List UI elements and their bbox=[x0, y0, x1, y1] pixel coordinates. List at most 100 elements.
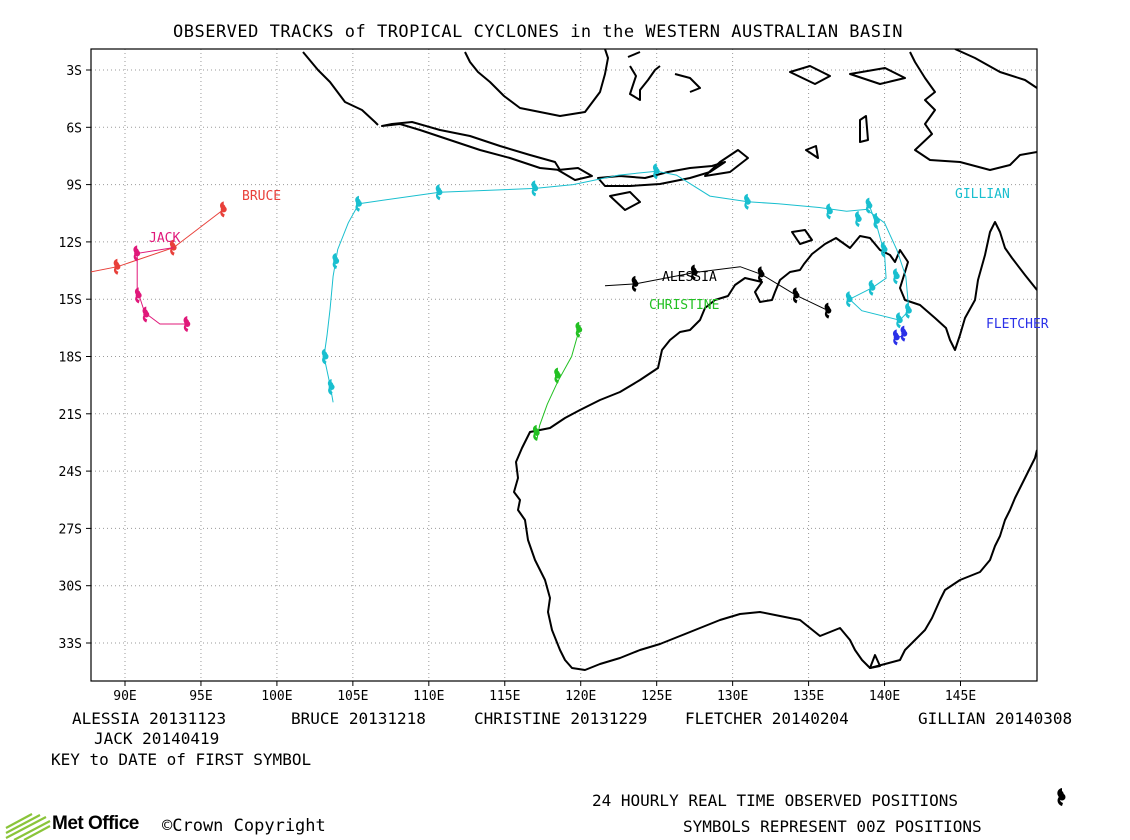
cyclone-symbol-icon bbox=[332, 253, 340, 269]
coastlines bbox=[302, 49, 1037, 671]
coast-sulawesi bbox=[627, 51, 701, 101]
cyclone-symbol-icon bbox=[868, 279, 876, 296]
lat-tick-label: 33S bbox=[59, 637, 82, 652]
cyclone-symbol-icon bbox=[826, 203, 833, 220]
cyclone-symbol-icon bbox=[792, 287, 800, 304]
lon-tick-label: 120E bbox=[565, 689, 596, 704]
track-line bbox=[136, 247, 188, 325]
cyclone-symbol-icon bbox=[327, 379, 335, 396]
coast-newguinea bbox=[909, 51, 1037, 171]
cyclone-symbol-icon bbox=[854, 210, 862, 227]
coast-aru bbox=[791, 229, 813, 245]
cyclone-symbol-icon bbox=[880, 241, 888, 258]
legend-line-2: SYMBOLS REPRESENT 00Z POSITIONS bbox=[683, 817, 982, 836]
axis-ticks: 3S 6S 9S 12S 15S 18S 21S 24S 27S 30S 33S 90E 95E 100E… bbox=[59, 64, 977, 704]
lon-tick-label: 110E bbox=[413, 689, 444, 704]
lat-tick-label: 24S bbox=[59, 465, 82, 480]
legend-symbol-icon bbox=[1057, 788, 1066, 806]
cyclone-symbol-icon bbox=[631, 275, 639, 292]
plot-area bbox=[91, 49, 1037, 681]
cyclone-symbol-icon bbox=[690, 264, 698, 281]
coast-newguinea-n bbox=[954, 49, 1037, 89]
lon-tick-label: 135E bbox=[793, 689, 824, 704]
lon-tick-label: 105E bbox=[337, 689, 368, 704]
cyclone-symbol-icon bbox=[824, 302, 832, 319]
track-christine bbox=[532, 321, 583, 441]
grid-lines bbox=[91, 49, 1037, 681]
storm-label-gillian: GILLIAN bbox=[955, 187, 1010, 202]
coast-seram bbox=[789, 65, 906, 85]
legend-line-1: 24 HOURLY REAL TIME OBSERVED POSITIONS bbox=[592, 791, 959, 810]
cyclone-symbol-icon bbox=[435, 184, 443, 201]
cyclone-tracks bbox=[91, 163, 912, 441]
cyclone-symbol-icon bbox=[355, 195, 362, 212]
cyclone-symbol-icon bbox=[892, 268, 900, 285]
cyclone-symbol-icon bbox=[865, 197, 873, 214]
cyclone-symbol-icon bbox=[873, 212, 880, 229]
lon-tick-label: 125E bbox=[641, 689, 672, 704]
storm-label-alessia: ALESSIA bbox=[662, 270, 717, 285]
key-alessia: ALESSIA 20131123 bbox=[72, 709, 227, 728]
coast-gulf-islands bbox=[869, 654, 881, 669]
coast-australia bbox=[513, 221, 1037, 671]
key-christine: CHRISTINE 20131229 bbox=[474, 709, 648, 728]
lon-tick-label: 100E bbox=[261, 689, 292, 704]
key-note: KEY to DATE of FIRST SYMBOL bbox=[51, 750, 312, 769]
cyclone-symbol-icon bbox=[845, 291, 853, 308]
track-alessia bbox=[604, 264, 832, 319]
lon-tick-label: 90E bbox=[113, 689, 136, 704]
track-bruce bbox=[91, 201, 227, 275]
plot-frame bbox=[90, 48, 1038, 682]
storm-label-jack: JACK bbox=[149, 231, 180, 246]
lat-tick-label: 6S bbox=[66, 121, 82, 136]
lat-tick-label: 27S bbox=[59, 522, 82, 537]
lon-tick-label: 95E bbox=[189, 689, 212, 704]
cyclone-symbol-icon bbox=[219, 201, 227, 218]
cyclone-symbol-icon bbox=[134, 287, 142, 304]
copyright: ©Crown Copyright bbox=[162, 816, 326, 836]
cyclone-symbol-icon bbox=[892, 329, 900, 346]
cyclone-symbol-icon bbox=[531, 180, 539, 197]
lat-tick-label: 21S bbox=[59, 408, 82, 423]
cyclone-symbol-icon bbox=[113, 258, 121, 275]
coast-sumatra bbox=[302, 51, 379, 126]
key-jack: JACK 20140419 bbox=[94, 729, 220, 748]
coast-java bbox=[381, 121, 561, 171]
cyclone-symbol-icon bbox=[895, 312, 903, 329]
lat-tick-label: 9S bbox=[66, 179, 82, 194]
lat-tick-label: 18S bbox=[59, 351, 82, 366]
lon-tick-label: 140E bbox=[869, 689, 900, 704]
lat-tick-label: 30S bbox=[59, 580, 82, 595]
lat-tick-label: 12S bbox=[59, 236, 82, 251]
coast-sunda bbox=[597, 161, 726, 187]
cyclone-symbol-icon bbox=[133, 245, 141, 262]
cyclone-symbol-icon bbox=[757, 266, 765, 283]
cyclone-symbol-icon bbox=[900, 325, 908, 342]
key-fletcher: FLETCHER 20140204 bbox=[685, 709, 849, 728]
cyclone-symbol-icon bbox=[905, 302, 912, 319]
cyclone-symbol-icon bbox=[554, 367, 561, 384]
lon-tick-label: 145E bbox=[945, 689, 976, 704]
coast-sumba bbox=[609, 191, 641, 211]
storm-labels: ALESSIA BRUCE CHRISTINE FLETCHER GILLIAN JACK bbox=[149, 187, 1049, 332]
track-jack bbox=[133, 245, 191, 333]
coast-timor bbox=[704, 149, 749, 177]
key-gillian: GILLIAN 20140308 bbox=[918, 709, 1073, 728]
lat-tick-label: 3S bbox=[66, 64, 82, 79]
cyclone-symbol-icon bbox=[142, 306, 150, 323]
coast-small bbox=[805, 115, 869, 159]
track-line bbox=[536, 329, 580, 441]
cyclone-symbol-icon bbox=[575, 321, 583, 338]
lat-tick-label: 15S bbox=[59, 293, 82, 308]
lon-tick-label: 130E bbox=[717, 689, 748, 704]
key-bruce: BRUCE 20131218 bbox=[291, 709, 426, 728]
cyclone-symbol-icon bbox=[652, 163, 660, 180]
met-office-logo-icon bbox=[5, 813, 51, 840]
storm-label-fletcher: FLETCHER bbox=[986, 317, 1049, 332]
cyclone-symbol-icon bbox=[532, 424, 540, 441]
lon-tick-label: 115E bbox=[489, 689, 520, 704]
track-fletcher bbox=[892, 325, 908, 346]
cyclone-symbol-icon bbox=[321, 348, 329, 365]
coast-bali bbox=[557, 167, 593, 181]
